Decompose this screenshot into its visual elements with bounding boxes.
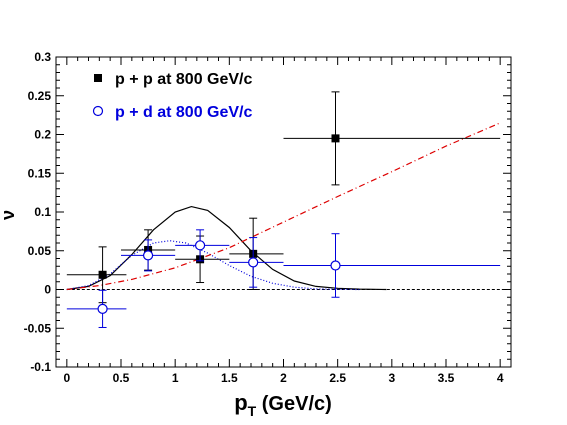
model-curve-dashdot [66, 122, 501, 291]
data-point-series-2 [229, 237, 284, 288]
y-tick-label: -0.05 [24, 321, 52, 335]
x-tick-label: 2.5 [329, 371, 346, 385]
y-tick-label: 0.3 [34, 50, 51, 64]
data-points [66, 91, 501, 328]
data-point-series-1 [66, 246, 127, 304]
circle-marker [142, 250, 154, 261]
y-axis-title: ν [0, 210, 18, 220]
y-tick-label: 0.25 [28, 89, 52, 103]
data-point-series-1 [229, 217, 284, 290]
x-axis-title-units: (GeV/c) [256, 393, 332, 415]
y-tick-label: -0.1 [30, 360, 51, 374]
data-point-series-2 [283, 233, 501, 298]
x-tick-label: 0.5 [113, 371, 130, 385]
square-marker [98, 270, 107, 279]
x-tick-label: 1.5 [221, 371, 238, 385]
x-axis-title-main: p [234, 390, 247, 415]
data-point-series-2 [121, 239, 176, 272]
x-tick-label: 4 [497, 371, 504, 385]
data-point-series-1 [283, 91, 501, 186]
data-point-series-2 [66, 289, 127, 328]
y-tick-label: 0.1 [34, 205, 51, 219]
y-tick-label: 0.05 [28, 244, 52, 258]
x-tick-label: 3 [388, 371, 395, 385]
y-tick-label: 0.2 [34, 128, 51, 142]
square-marker [331, 134, 340, 143]
circle-marker [194, 240, 206, 251]
x-tick-label: 1 [172, 371, 179, 385]
data-point-series-2 [175, 229, 230, 262]
x-tick-label: 3.5 [438, 371, 455, 385]
y-tick-label: 0 [44, 283, 51, 297]
axis-ticks: 0 0.5 1 1.5 2 2.5 3 3.5 4 -0.1 -0.05 0 0.05 0.1 0.15 0.… [24, 50, 511, 385]
circle-marker [248, 257, 259, 268]
y-tick-label: 0.15 [28, 166, 52, 180]
x-tick-label: 2 [280, 371, 287, 385]
x-axis-title-sub: T [248, 403, 257, 419]
legend-marker-pp [94, 74, 102, 82]
legend: p + p at 800 GeV/c p + d at 800 GeV/c [92, 71, 253, 121]
model-curve-solid [66, 205, 387, 291]
legend-marker-pd [92, 105, 104, 117]
legend-label-pp: p + p at 800 GeV/c [115, 71, 253, 88]
model-curve-dotted [66, 240, 360, 291]
circle-marker [97, 303, 108, 314]
x-axis-title: pT (GeV/c) [234, 390, 332, 419]
model-curves [66, 122, 511, 291]
x-tick-label: 0 [63, 371, 70, 385]
legend-label-pd: p + d at 800 GeV/c [115, 104, 253, 121]
circle-marker [330, 260, 341, 271]
